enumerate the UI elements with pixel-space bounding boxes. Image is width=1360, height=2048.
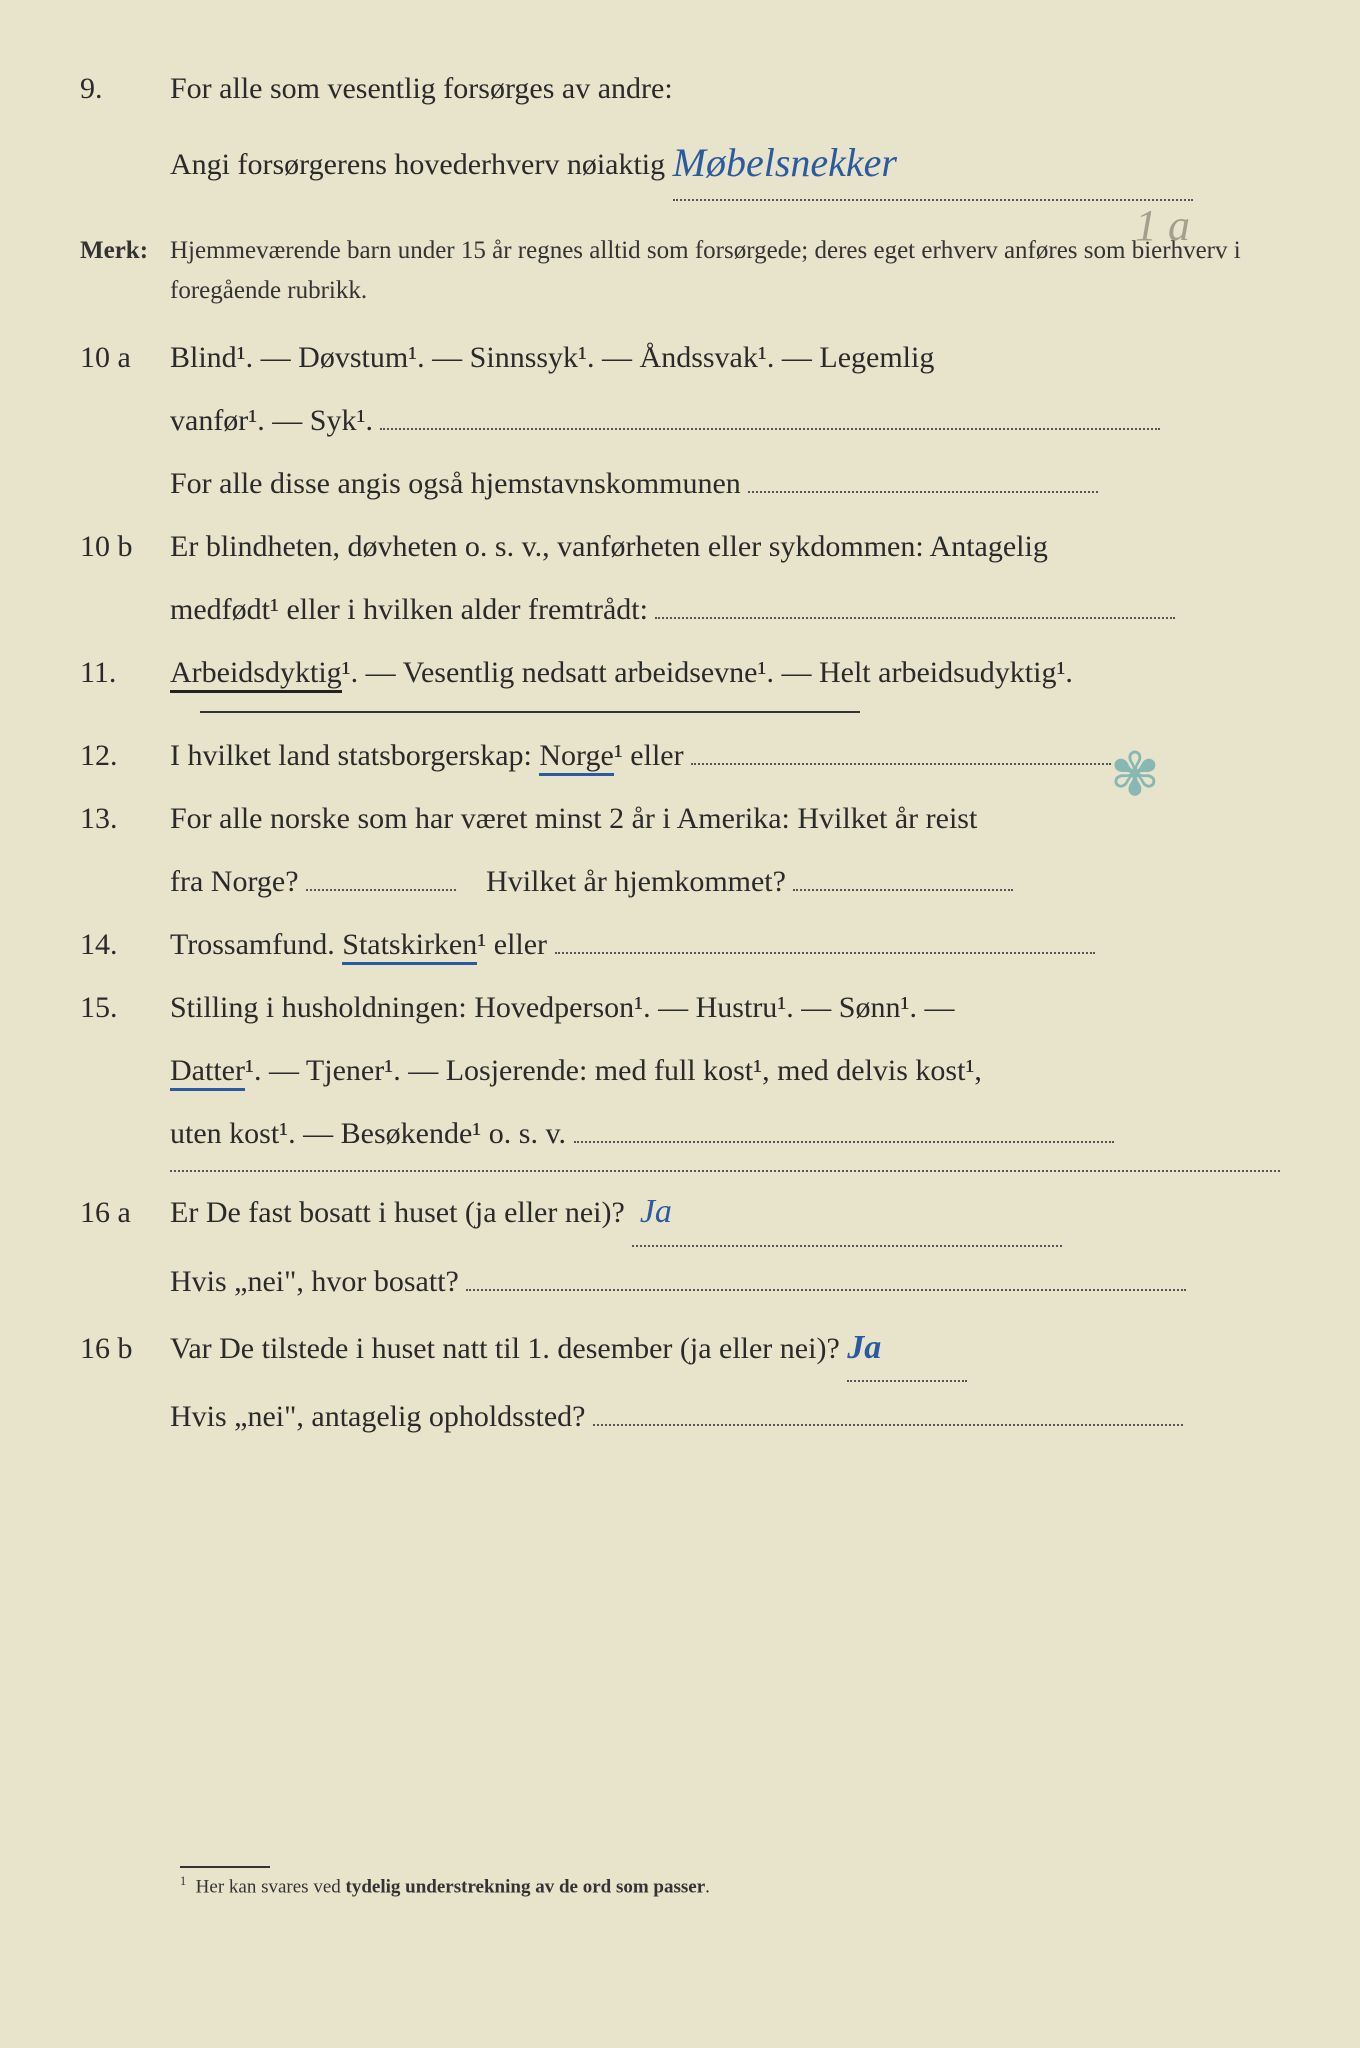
q15-blank-line (574, 1141, 1114, 1143)
q16b-text2-span: Hvis „nei", antagelig opholdssted? (170, 1400, 586, 1433)
pencil-annotation: 1 a (1135, 200, 1190, 251)
merk-label: Merk: (80, 231, 170, 311)
q10b-text2-span: medfødt¹ eller i hvilken alder fremtrådt… (170, 593, 648, 626)
q11-text: Arbeidsdyktig¹. — Vesentlig nedsatt arbe… (170, 644, 1280, 701)
q14-text: Trossamfund. Statskirken¹ eller (170, 916, 1280, 973)
footnote-rule (180, 1866, 270, 1868)
merk-text: Hjemmeværende barn under 15 år regnes al… (170, 231, 1280, 311)
q16b-blank-line (593, 1424, 1183, 1426)
q11: 11. Arbeidsdyktig¹. — Vesentlig nedsatt … (80, 644, 1280, 701)
q9-text-line2: Angi forsørgerens hovederhverv nøiaktig … (170, 123, 1280, 201)
q15-text3-span: uten kost¹. — Besøkende¹ o. s. v. (170, 1117, 566, 1150)
q10a-text3-span: For alle disse angis også hjemstavnskomm… (170, 467, 741, 500)
q14: 14. Trossamfund. Statskirken¹ eller (80, 916, 1280, 973)
footnote-post: . (705, 1876, 710, 1897)
q14-blank-line (555, 952, 1095, 954)
q15-underlined-datter: Datter (170, 1054, 245, 1091)
q13-text2: fra Norge? Hvilket år hjemkommet? (170, 853, 1280, 910)
q13-hjem: Hvilket år hjemkommet? (486, 865, 786, 898)
q16a-text1: Er De fast bosatt i huset (ja eller nei)… (170, 1180, 1280, 1247)
q15-text1: Stilling i husholdningen: Hovedperson¹. … (170, 979, 1280, 1036)
footnote-bold: tydelig understrekning av de ord som pas… (346, 1876, 706, 1897)
q16a-number: 16 a (80, 1184, 170, 1241)
divider-after-q11 (200, 711, 860, 713)
q10a-number: 10 a (80, 329, 170, 386)
q12-rest: ¹ eller (614, 739, 684, 772)
q13-blank1 (306, 889, 456, 891)
q15-line3: uten kost¹. — Besøkende¹ o. s. v. (80, 1105, 1280, 1162)
q16a-text2: Hvis „nei", hvor bosatt? (170, 1253, 1280, 1310)
q14-prefix: Trossamfund. (170, 928, 342, 961)
ink-smudge-1: ✾ (1110, 740, 1160, 810)
q15-number: 15. (80, 979, 170, 1036)
merk-note: Merk: Hjemmeværende barn under 15 år reg… (80, 231, 1280, 311)
q16b-prompt: Var De tilstede i huset natt til 1. dese… (170, 1332, 840, 1365)
q9-line1: 9. For alle som vesentlig forsørges av a… (80, 60, 1280, 117)
divider-after-q15 (170, 1170, 1280, 1172)
q16a-line2: Hvis „nei", hvor bosatt? (80, 1253, 1280, 1310)
q16b-handwritten-answer: Ja (847, 1329, 881, 1366)
q14-rest: ¹ eller (477, 928, 547, 961)
q9-number: 9. (80, 60, 170, 117)
q13-line1: 13. For alle norske som har været minst … (80, 790, 1280, 847)
q16a-prompt: Er De fast bosatt i huset (ja eller nei)… (170, 1196, 625, 1229)
q16a-answer-line: Ja (632, 1180, 1062, 1247)
q9-prompt-text: Angi forsørgerens hovederhverv nøiaktig (170, 148, 665, 181)
q12: 12. I hvilket land statsborgerskap: Norg… (80, 727, 1280, 784)
q10a-blank-line (380, 428, 1160, 430)
q9-text-line1: For alle som vesentlig forsørges av andr… (170, 60, 1280, 117)
q10b-text1: Er blindheten, døvheten o. s. v., vanfør… (170, 518, 1280, 575)
q10a-line3: For alle disse angis også hjemstavnskomm… (80, 455, 1280, 512)
q16b-text1: Var De tilstede i huset natt til 1. dese… (170, 1316, 1280, 1383)
q12-underlined-norge: Norge (539, 739, 613, 776)
q10a-text2-span: vanfør¹. — Syk¹. (170, 404, 373, 437)
q15-text3: uten kost¹. — Besøkende¹ o. s. v. (170, 1105, 1280, 1162)
q16b-line1: 16 b Var De tilstede i huset natt til 1.… (80, 1316, 1280, 1383)
q16a-blank-line (466, 1289, 1186, 1291)
q10b-text2: medfødt¹ eller i hvilken alder fremtrådt… (170, 581, 1280, 638)
q16b-answer-line: Ja (847, 1316, 967, 1383)
q9-answer-line: Møbelsnekker (673, 123, 1193, 201)
q10a-line1: 10 a Blind¹. — Døvstum¹. — Sinnssyk¹. — … (80, 329, 1280, 386)
q13-number: 13. (80, 790, 170, 847)
q9-handwritten-answer: Møbelsnekker (673, 140, 897, 185)
q15-rest2: ¹. — Tjener¹. — Losjerende: med full kos… (245, 1054, 982, 1087)
q15-text2: Datter¹. — Tjener¹. — Losjerende: med fu… (170, 1042, 1280, 1099)
q15-line2: Datter¹. — Tjener¹. — Losjerende: med fu… (80, 1042, 1280, 1099)
q10a-line2: vanfør¹. — Syk¹. (80, 392, 1280, 449)
q13-fra: fra Norge? (170, 865, 299, 898)
q10a-text1: Blind¹. — Døvstum¹. — Sinnssyk¹. — Åndss… (170, 329, 1280, 386)
q16a-text2-span: Hvis „nei", hvor bosatt? (170, 1265, 459, 1298)
q13-line2: fra Norge? Hvilket år hjemkommet? (80, 853, 1280, 910)
q10b-line2: medfødt¹ eller i hvilken alder fremtrådt… (80, 581, 1280, 638)
q16a-handwritten-answer: Ja (640, 1193, 672, 1230)
q10a-text3: For alle disse angis også hjemstavnskomm… (170, 455, 1280, 512)
census-form-page: 9. For alle som vesentlig forsørges av a… (80, 60, 1280, 1968)
footnote-pre: Her kan svares ved (196, 1876, 346, 1897)
q10a-text2: vanfør¹. — Syk¹. (170, 392, 1280, 449)
q11-underlined: Arbeidsdyktig (170, 656, 342, 693)
q14-number: 14. (80, 916, 170, 973)
footnote: 1 Her kan svares ved tydelig understrekn… (180, 1866, 710, 1898)
q14-underlined-statskirken: Statskirken (342, 928, 477, 965)
q11-rest: ¹. — Vesentlig nedsatt arbeidsevne¹. — H… (342, 656, 1073, 689)
q10b-blank-line (655, 617, 1175, 619)
q15-line1: 15. Stilling i husholdningen: Hovedperso… (80, 979, 1280, 1036)
q12-blank-line (691, 763, 1111, 765)
q13-blank2 (793, 889, 1013, 891)
q16a-line1: 16 a Er De fast bosatt i huset (ja eller… (80, 1180, 1280, 1247)
q16b-line2: Hvis „nei", antagelig opholdssted? (80, 1388, 1280, 1445)
q10b-line1: 10 b Er blindheten, døvheten o. s. v., v… (80, 518, 1280, 575)
footnote-marker: 1 (180, 1874, 186, 1888)
q10a-blank-line2 (748, 491, 1098, 493)
q12-number: 12. (80, 727, 170, 784)
q12-prefix: I hvilket land statsborgerskap: (170, 739, 539, 772)
q16b-number: 16 b (80, 1320, 170, 1377)
q11-number: 11. (80, 644, 170, 701)
q10b-number: 10 b (80, 518, 170, 575)
q9-line2: Angi forsørgerens hovederhverv nøiaktig … (80, 123, 1280, 201)
q16b-text2: Hvis „nei", antagelig opholdssted? (170, 1388, 1280, 1445)
